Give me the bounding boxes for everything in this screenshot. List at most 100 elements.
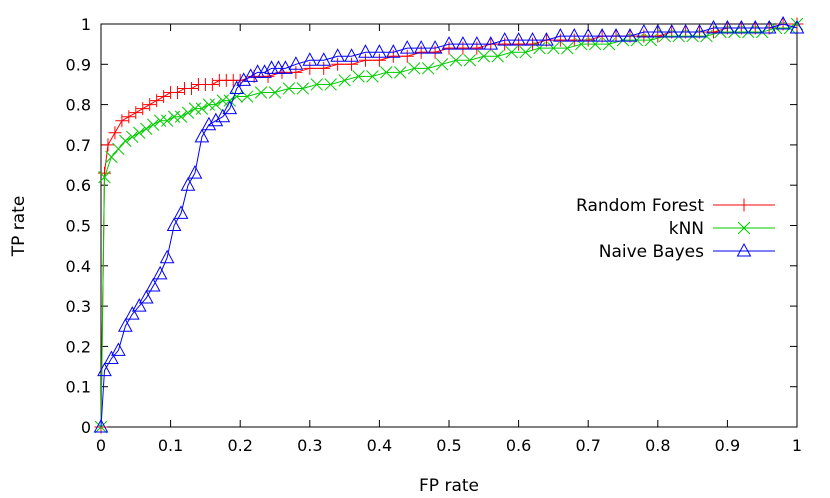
- y-tick-label: 0.4: [66, 257, 91, 276]
- data-point: [421, 62, 435, 75]
- x-tick-label: 0.6: [506, 436, 531, 455]
- data-point: [254, 86, 268, 99]
- data-point: [229, 80, 245, 94]
- data-point: [463, 54, 477, 67]
- data-point: [414, 45, 428, 59]
- data-point: [747, 19, 763, 34]
- data-point: [97, 362, 112, 377]
- data-point: [180, 177, 196, 191]
- legend-marker: [737, 198, 751, 212]
- data-point: [637, 29, 651, 43]
- data-point: [112, 142, 125, 156]
- data-point: [700, 29, 713, 43]
- x-tick-label: 0.8: [645, 436, 670, 455]
- data-point: [399, 40, 415, 54]
- data-point: [385, 44, 401, 58]
- legend-marker: [737, 221, 751, 235]
- data-point: [167, 110, 181, 123]
- data-point: [525, 32, 540, 46]
- data-point: [456, 41, 470, 55]
- data-point: [118, 318, 133, 332]
- data-point: [171, 86, 185, 100]
- x-tick-label: 0.5: [436, 436, 461, 455]
- y-tick-label: 0.5: [66, 217, 91, 236]
- data-point: [93, 418, 109, 433]
- x-tick-label: 0: [96, 436, 106, 455]
- data-point: [143, 98, 157, 112]
- data-point: [539, 32, 554, 46]
- data-point: [345, 57, 359, 71]
- data-point: [706, 19, 721, 34]
- data-point: [366, 70, 379, 83]
- data-point: [153, 114, 167, 127]
- legend-label: Naive Bayes: [599, 242, 704, 262]
- data-point: [566, 28, 582, 42]
- series-line: [100, 23, 798, 428]
- data-point: [497, 32, 513, 46]
- data-point: [477, 50, 491, 63]
- data-point: [288, 56, 304, 70]
- data-point: [498, 37, 512, 51]
- y-tick-label: 0.3: [66, 297, 91, 316]
- data-point: [201, 116, 217, 131]
- data-point: [157, 90, 171, 104]
- data-point: [330, 48, 345, 62]
- data-point: [124, 306, 140, 320]
- data-point: [561, 41, 574, 55]
- legend-label: kNN: [669, 219, 704, 239]
- data-point: [310, 78, 323, 91]
- data-point: [296, 82, 310, 95]
- x-tick-label: 0.1: [158, 436, 183, 455]
- data-point: [553, 28, 568, 42]
- data-point: [588, 37, 602, 51]
- data-point: [407, 62, 421, 75]
- y-tick-label: 0.9: [66, 55, 91, 74]
- data-point: [512, 37, 526, 51]
- data-point: [222, 100, 238, 115]
- data-point: [692, 24, 707, 38]
- y-tick-label: 0: [81, 418, 91, 437]
- data-point: [344, 48, 359, 62]
- data-point: [159, 249, 175, 264]
- data-point: [111, 342, 126, 356]
- y-tick-label: 0.6: [66, 176, 91, 195]
- data-point: [108, 126, 122, 140]
- data-point: [441, 36, 457, 50]
- data-point: [380, 66, 393, 79]
- data-point: [122, 110, 136, 124]
- data-point: [194, 128, 210, 143]
- data-point: [195, 102, 209, 115]
- data-point: [553, 33, 567, 47]
- data-point: [594, 28, 610, 42]
- data-point: [166, 217, 182, 231]
- x-tick-label: 0.9: [715, 436, 740, 455]
- data-point: [119, 134, 132, 148]
- data-point: [205, 77, 219, 91]
- data-point: [400, 49, 414, 63]
- data-point: [317, 61, 331, 75]
- data-point: [358, 53, 372, 67]
- data-point: [547, 41, 560, 55]
- data-point: [174, 110, 188, 123]
- data-point: [449, 54, 463, 67]
- y-tick-label: 0.8: [66, 96, 91, 115]
- data-point: [644, 33, 658, 47]
- data-point: [372, 44, 387, 58]
- data-point: [761, 19, 777, 34]
- data-point: [202, 98, 216, 111]
- data-point: [131, 298, 147, 312]
- data-point: [282, 82, 296, 95]
- data-point: [278, 60, 293, 74]
- data-point: [136, 102, 150, 116]
- data-point: [209, 98, 223, 111]
- data-point: [303, 61, 317, 75]
- data-point: [622, 28, 638, 42]
- data-point: [491, 50, 504, 63]
- data-point: [483, 36, 499, 50]
- data-point: [511, 32, 526, 46]
- data-point: [733, 19, 749, 34]
- data-point: [720, 19, 735, 34]
- data-point: [152, 265, 168, 280]
- data-point: [650, 24, 666, 38]
- data-point: [455, 36, 471, 50]
